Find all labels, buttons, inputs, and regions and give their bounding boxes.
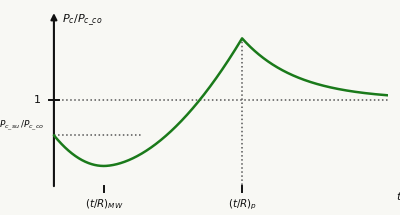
Text: $t/R$: $t/R$ (396, 190, 400, 203)
Text: $P_c/P_{c\_co}$: $P_c/P_{c\_co}$ (62, 13, 102, 28)
Text: $(t/R)_p$: $(t/R)_p$ (228, 198, 257, 212)
Text: $(t/R)_{MW}$: $(t/R)_{MW}$ (84, 198, 123, 212)
Text: $P_{c\_su}\,/P_{c\_co}$: $P_{c\_su}\,/P_{c\_co}$ (0, 118, 44, 133)
Text: 1: 1 (34, 95, 40, 105)
